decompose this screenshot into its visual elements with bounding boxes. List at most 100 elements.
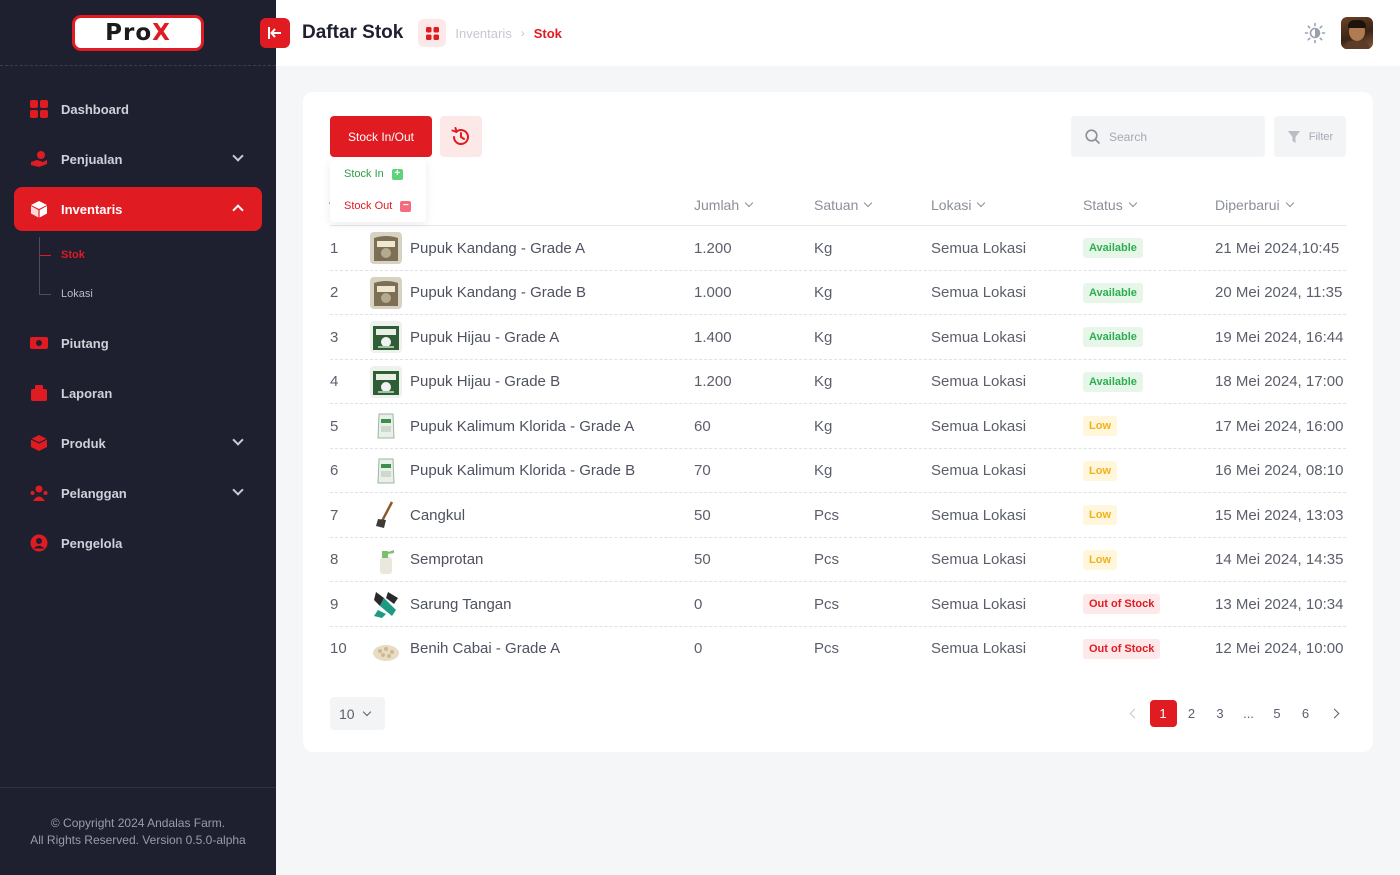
quantity: 1.200 (694, 239, 732, 257)
table-row[interactable]: 1 Pupuk Kandang - Grade A 1.200 Kg Semua Lok… (330, 226, 1346, 271)
chevron-up-icon (232, 204, 244, 216)
stock-in-out-button[interactable]: Stock In/Out (330, 116, 432, 157)
filter-button[interactable]: Filter (1274, 116, 1346, 157)
product-name[interactable]: Benih Cabai - Grade A (410, 640, 561, 657)
customers-icon (30, 485, 48, 501)
product-name[interactable]: Pupuk Kalimum Klorida - Grade A (410, 417, 635, 435)
updated-at: 15 Mei 2024, 13:03 (1215, 506, 1344, 524)
unit: Kg (814, 328, 833, 346)
unit: Kg (814, 417, 833, 435)
column-header-status[interactable]: Status (1083, 184, 1137, 226)
breadcrumb-stok: Stok (533, 25, 562, 41)
breadcrumb-grid-icon (418, 19, 447, 47)
status-badge: Low (1083, 549, 1117, 570)
product-name[interactable]: Cangkul (410, 506, 466, 524)
avatar[interactable] (1341, 17, 1373, 49)
logo-text: Pro (105, 19, 153, 46)
chevron-down-icon (362, 707, 371, 716)
table-row[interactable]: 4 Pupuk Hijau - Grade B 1.200 Kg Semua Lokas… (330, 360, 1346, 404)
column-header-jumlah[interactable]: Jumlah (694, 184, 754, 226)
updated-at: 17 Mei 2024, 16:00 (1215, 417, 1344, 435)
table-row[interactable]: 6 Pupuk Kalimum Klorida - Grade B 70 Kg Semu… (330, 449, 1346, 493)
product-name[interactable]: Pupuk Kandang - Grade A (410, 239, 586, 257)
filter-label: Filter (1308, 130, 1334, 143)
sidebar-item-label: Produk (61, 435, 106, 451)
status-badge: Low (1083, 460, 1117, 481)
location: Semua Lokasi (931, 328, 1027, 346)
unit: Pcs (814, 595, 840, 613)
product-name[interactable]: Semprotan (410, 551, 484, 568)
quantity: 1.200 (694, 373, 732, 390)
product-name[interactable]: Pupuk Kandang - Grade B (410, 284, 586, 301)
sidebar-subitem-lokasi[interactable]: Lokasi (39, 288, 93, 300)
column-label: Diperbarui (1215, 197, 1280, 213)
table-row[interactable]: 9 Sarung Tangan 0 Pcs Semua Lokasi Out of Sto… (330, 582, 1346, 627)
breadcrumb-inventaris[interactable]: Inventaris (455, 25, 512, 41)
sidebar-item-pengelola[interactable]: Pengelola (14, 521, 262, 565)
status-badge: Low (1083, 505, 1117, 525)
product-name[interactable]: Sarung Tangan (410, 595, 512, 613)
table-row[interactable]: 8 Semprotan 50 Pcs Semua Lokasi Low 14 Mei 202… (330, 538, 1346, 582)
column-header-lokasi[interactable]: Lokasi (931, 184, 986, 226)
money-icon (30, 337, 48, 349)
product-thumbnail (370, 454, 402, 487)
next-page-button[interactable] (1321, 700, 1348, 727)
search-icon (1085, 129, 1100, 144)
location: Semua Lokasi (931, 595, 1027, 613)
updated-at: 20 Mei 2024, 11:35 (1215, 284, 1343, 301)
unit: Pcs (814, 551, 840, 568)
search-input[interactable] (1109, 129, 1249, 144)
sidebar-item-produk[interactable]: Produk (14, 421, 262, 465)
collapse-sidebar-button[interactable] (260, 18, 290, 48)
report-icon (31, 385, 47, 401)
table-row[interactable]: 10 Benih Cabai - Grade A 0 Pcs Semua Lokasi O… (330, 627, 1346, 672)
user-icon (30, 534, 48, 552)
chevron-down-icon (1285, 198, 1294, 208)
column-header-satuan[interactable]: Satuan (814, 184, 873, 226)
sidebar-item-laporan[interactable]: Laporan (14, 371, 262, 415)
updated-at: 21 Mei 2024,10:45 (1215, 239, 1340, 257)
table-row[interactable]: 3 Pupuk Hijau - Grade A 1.400 Kg Semua Lokas… (330, 315, 1346, 360)
page-button[interactable]: 5 (1273, 706, 1281, 721)
box-icon (30, 435, 48, 451)
page-button[interactable]: 2 (1187, 706, 1196, 721)
location: Semua Lokasi (931, 239, 1027, 257)
table-row[interactable]: 7 Cangkul 50 Pcs Semua Lokasi Low 15 Mei 2024,… (330, 493, 1346, 538)
chevron-left-icon (1129, 708, 1140, 719)
product-name[interactable]: Pupuk Kalimum Klorida - Grade B (410, 462, 636, 479)
sidebar-nav: Dashboard Penjualan Inventaris Stok Loka… (0, 66, 276, 565)
stock-out-option[interactable]: Stock Out − (344, 200, 412, 212)
quantity: 0 (694, 640, 703, 657)
column-header-diperbarui[interactable]: Diperbarui (1215, 184, 1294, 226)
page-button[interactable]: 3 (1216, 706, 1224, 721)
product-thumbnail (370, 410, 402, 442)
sidebar-item-label: Pelanggan (61, 485, 127, 501)
sidebar-item-pelanggan[interactable]: Pelanggan (14, 471, 262, 515)
hand-coin-icon (31, 151, 47, 167)
sidebar-item-penjualan[interactable]: Penjualan (14, 137, 262, 181)
sidebar-item-dashboard[interactable]: Dashboard (14, 87, 262, 131)
filter-icon (1287, 130, 1300, 143)
stock-in-option[interactable]: Stock In + (344, 168, 403, 180)
sidebar-item-inventaris[interactable]: Inventaris (14, 187, 262, 231)
copyright-line: © Copyright 2024 Andalas Farm. (50, 815, 226, 830)
location: Semua Lokasi (931, 417, 1027, 435)
row-number: 6 (330, 462, 339, 479)
page-button[interactable]: 6 (1301, 706, 1310, 721)
history-button[interactable] (440, 116, 482, 157)
product-name[interactable]: Pupuk Hijau - Grade A (410, 328, 560, 346)
status-badge: Available (1083, 371, 1143, 392)
rows-per-page-select[interactable]: 10 (330, 697, 385, 730)
sidebar-subitem-stok[interactable]: Stok (39, 249, 85, 261)
top-header: Daftar Stok Inventaris › Stok (260, 0, 1400, 66)
table-row[interactable]: 2 Pupuk Kandang - Grade B 1.000 Kg Semua Lok… (330, 271, 1346, 315)
sun-icon[interactable] (1304, 22, 1326, 44)
table-row[interactable]: 5 Pupuk Kalimum Klorida - Grade A 60 Kg Semu… (330, 404, 1346, 449)
product-name[interactable]: Pupuk Hijau - Grade B (410, 373, 561, 390)
prox-logo[interactable]: Pro X (72, 14, 204, 51)
prev-page-button[interactable] (1121, 700, 1148, 727)
page-button[interactable]: 1 (1149, 700, 1177, 727)
column-label: Satuan (814, 197, 859, 213)
sidebar-item-piutang[interactable]: Piutang (14, 321, 262, 365)
chevron-down-icon (744, 198, 754, 208)
